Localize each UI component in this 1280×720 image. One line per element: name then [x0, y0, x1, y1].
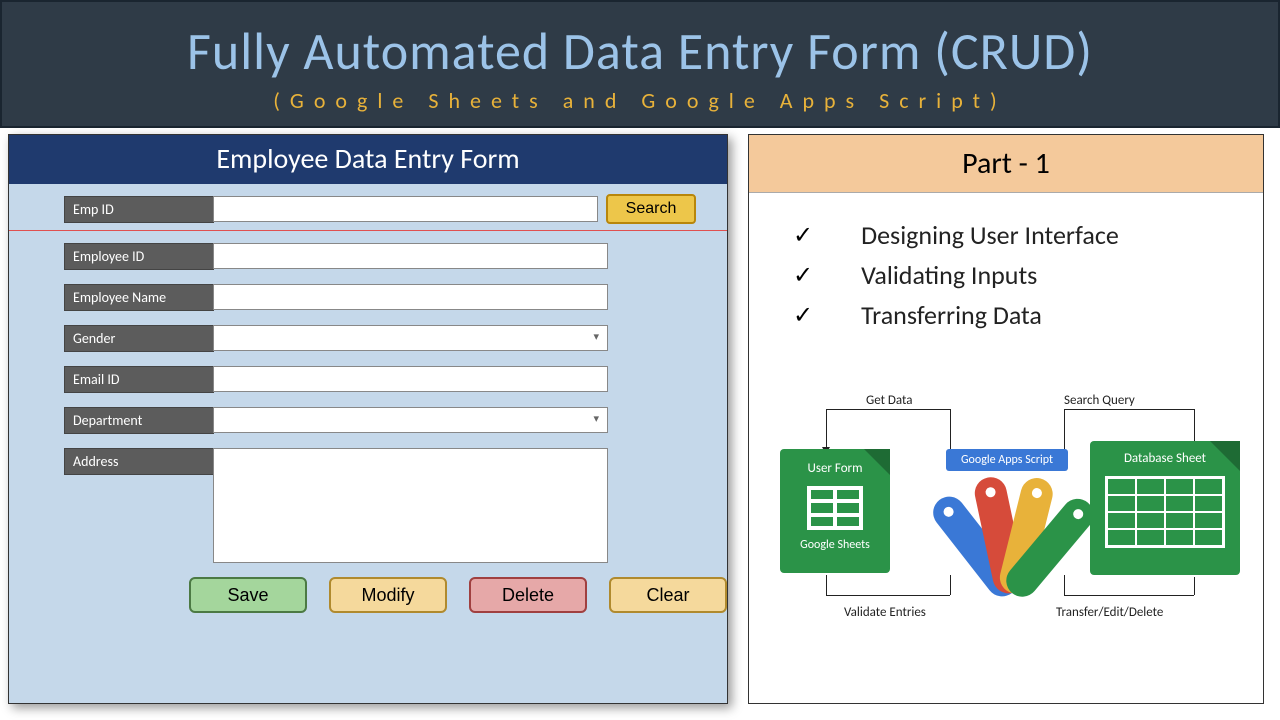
header-title: Fully Automated Data Entry Form (CRUD): [187, 19, 1093, 83]
search-row: Emp ID Search: [64, 194, 727, 224]
delete-button[interactable]: Delete: [469, 577, 587, 613]
form-title: Employee Data Entry Form: [9, 135, 727, 184]
input-employee-name[interactable]: [213, 284, 608, 310]
bullet-2: ✓ Validating Inputs: [793, 259, 1243, 291]
check-icon: ✓: [793, 301, 813, 330]
field-gender: Gender: [64, 325, 727, 352]
search-label: Emp ID: [64, 196, 214, 223]
save-button[interactable]: Save: [189, 577, 307, 613]
bullet-text-2: Validating Inputs: [861, 259, 1037, 291]
field-employee-name: Employee Name: [64, 284, 727, 311]
label-transfer: Transfer/Edit/Delete: [1056, 605, 1163, 620]
sheets-title: User Form: [780, 461, 890, 476]
arrow-line: [1064, 409, 1194, 410]
select-gender[interactable]: [213, 325, 608, 351]
header-subtitle: (Google Sheets and Google Apps Script): [273, 87, 1006, 114]
input-employee-id[interactable]: [213, 243, 608, 269]
arrow-line: [1194, 577, 1195, 595]
button-row: Save Modify Delete Clear: [189, 577, 727, 613]
workflow-diagram: Get Data Search Query Validate Entries T…: [766, 389, 1246, 639]
form-panel: Employee Data Entry Form Emp ID Search E…: [8, 134, 728, 704]
apps-script-icon: Google Apps Script: [938, 449, 1078, 599]
db-title: Database Sheet: [1090, 451, 1240, 466]
side-panel: Part - 1 ✓ Designing User Interface ✓ Va…: [748, 134, 1264, 704]
label-address: Address: [64, 448, 214, 475]
arrow-line: [826, 595, 950, 596]
arrow-line: [1064, 595, 1194, 596]
field-address: Address: [64, 448, 727, 563]
select-department[interactable]: [213, 407, 608, 433]
divider-line: [9, 230, 727, 231]
bullet-1: ✓ Designing User Interface: [793, 219, 1243, 251]
bullet-text-3: Transferring Data: [861, 299, 1042, 331]
apps-script-label: Google Apps Script: [946, 449, 1068, 471]
input-email[interactable]: [213, 366, 608, 392]
field-email: Email ID: [64, 366, 727, 393]
label-email: Email ID: [64, 366, 214, 393]
search-input[interactable]: [213, 196, 598, 222]
arrow-line: [1194, 409, 1195, 443]
clear-button[interactable]: Clear: [609, 577, 727, 613]
arrow-line: [1064, 409, 1065, 449]
sheets-footer: Google Sheets: [780, 538, 890, 552]
arrow-line: [826, 409, 827, 449]
label-get-data: Get Data: [866, 393, 912, 408]
arrow-line: [826, 409, 950, 410]
page-header: Fully Automated Data Entry Form (CRUD) (…: [0, 0, 1280, 128]
label-employee-id: Employee ID: [64, 243, 214, 270]
bullet-3: ✓ Transferring Data: [793, 299, 1243, 331]
content-area: Employee Data Entry Form Emp ID Search E…: [0, 128, 1280, 720]
search-button[interactable]: Search: [606, 194, 696, 224]
field-department: Department: [64, 407, 727, 434]
label-employee-name: Employee Name: [64, 284, 214, 311]
modify-button[interactable]: Modify: [329, 577, 447, 613]
label-gender: Gender: [64, 325, 214, 352]
arrow-line: [826, 575, 827, 595]
check-icon: ✓: [793, 261, 813, 290]
bullet-list: ✓ Designing User Interface ✓ Validating …: [749, 193, 1263, 349]
bullet-text-1: Designing User Interface: [861, 219, 1119, 251]
textarea-address[interactable]: [213, 448, 608, 563]
field-employee-id: Employee ID: [64, 243, 727, 270]
part-title: Part - 1: [749, 135, 1263, 193]
label-search-query: Search Query: [1064, 393, 1135, 408]
database-sheet-icon: Database Sheet: [1090, 441, 1240, 575]
check-icon: ✓: [793, 221, 813, 250]
google-sheets-icon: User Form Google Sheets: [780, 449, 890, 573]
label-validate: Validate Entries: [844, 605, 926, 620]
label-department: Department: [64, 407, 214, 434]
arrow-line: [950, 409, 951, 449]
